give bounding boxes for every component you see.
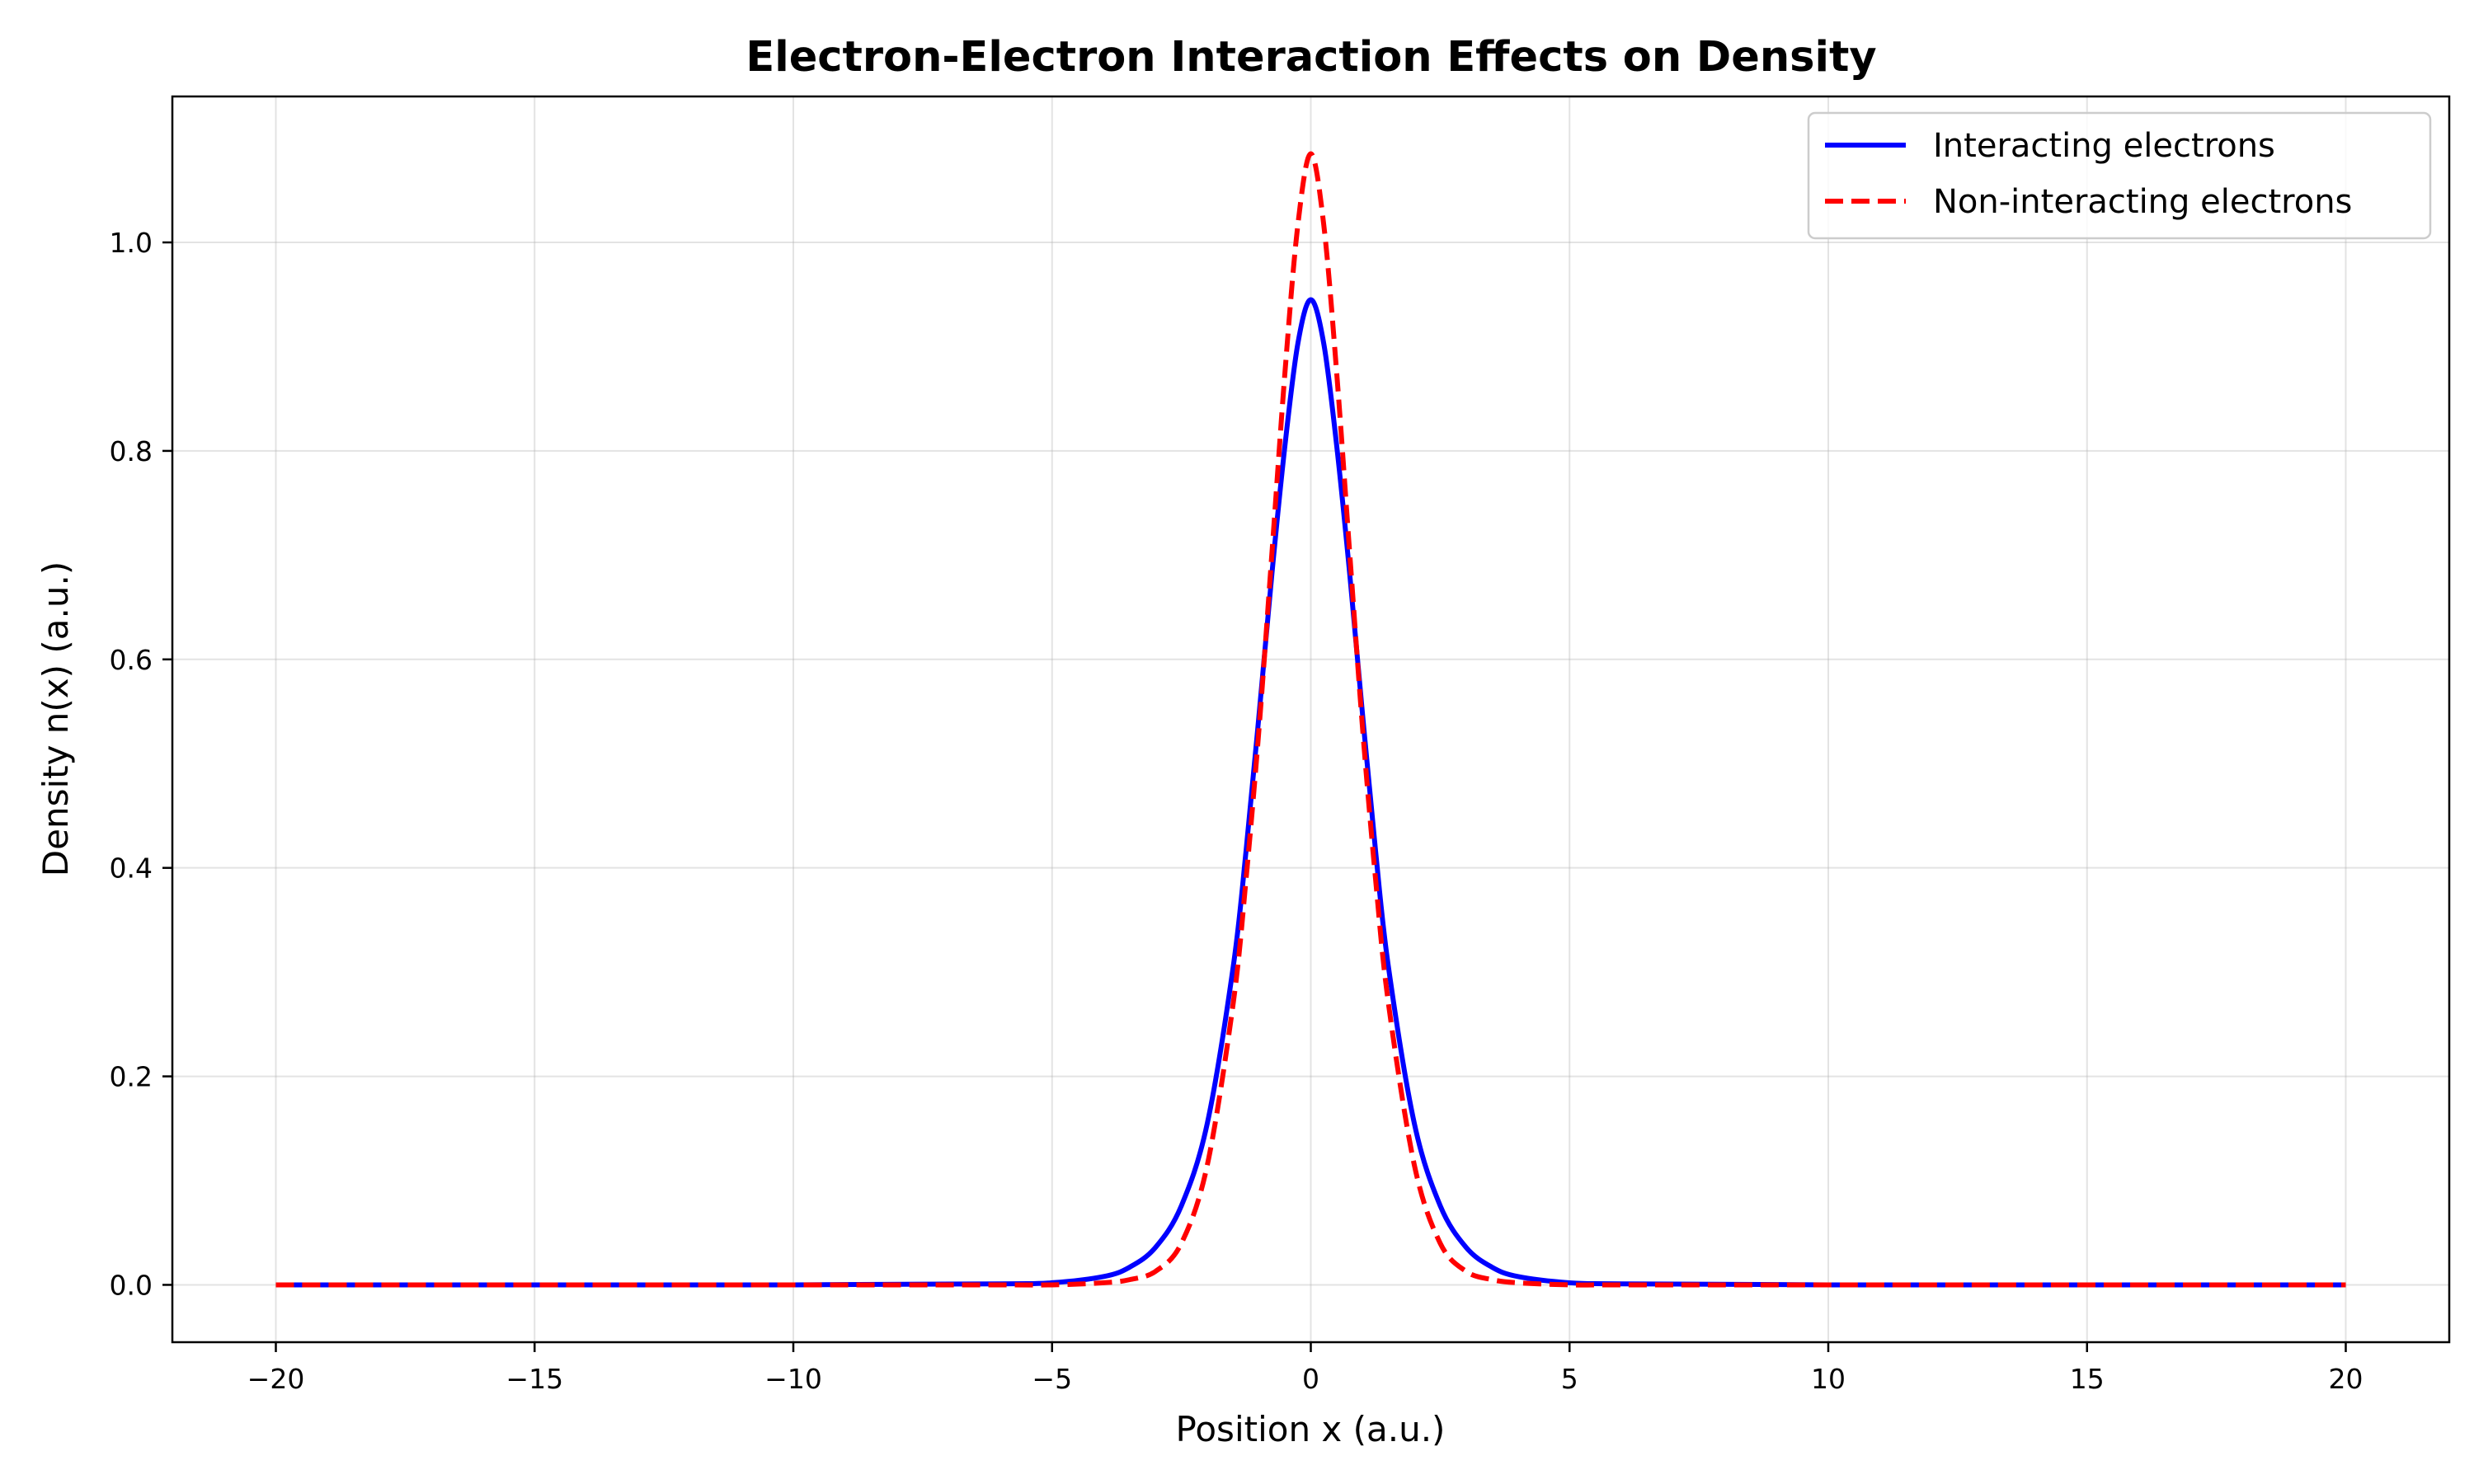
series-line-non-interacting (275, 151, 2346, 1288)
legend-box (1807, 111, 2432, 240)
y-tick-label: 0.0 (110, 1269, 153, 1301)
legend-label-non-interacting: Non-interacting electrons (1933, 183, 2352, 221)
x-tick-label: 0 (1302, 1363, 1319, 1395)
y-tick-label: 1.0 (110, 227, 153, 259)
x-tick-label: 20 (2329, 1363, 2363, 1395)
legend-label-interacting: Interacting electrons (1933, 127, 2275, 165)
x-axis-label: Position x (a.u.) (1176, 1409, 1446, 1449)
x-tick-label: 15 (2070, 1363, 2105, 1395)
chart-title: Electron-Electron Interaction Effects on… (745, 33, 1876, 82)
y-tick-label: 0.2 (110, 1061, 153, 1093)
series-line-interacting (275, 297, 2346, 1288)
x-tick-label: 5 (1561, 1363, 1578, 1395)
plot-lines (275, 151, 2346, 1288)
y-axis-label: Density n(x) (a.u.) (35, 561, 76, 876)
x-tick-label: −15 (506, 1363, 563, 1395)
y-axis-ticks: 0.0 0.2 0.4 0.6 0.8 1.0 (110, 227, 172, 1301)
x-tick-label: −10 (764, 1363, 822, 1395)
x-axis-ticks: −20 −15 −10 −5 0 5 10 15 20 (247, 1342, 2363, 1395)
y-tick-label: 0.4 (110, 852, 153, 885)
x-tick-label: −5 (1032, 1363, 1072, 1395)
y-tick-label: 0.6 (110, 644, 153, 676)
legend: Interacting electrons Non-interacting el… (1807, 111, 2432, 240)
x-tick-label: −20 (247, 1363, 305, 1395)
y-tick-label: 0.8 (110, 435, 153, 467)
grid (172, 96, 2449, 1342)
x-tick-label: 10 (1811, 1363, 1846, 1395)
